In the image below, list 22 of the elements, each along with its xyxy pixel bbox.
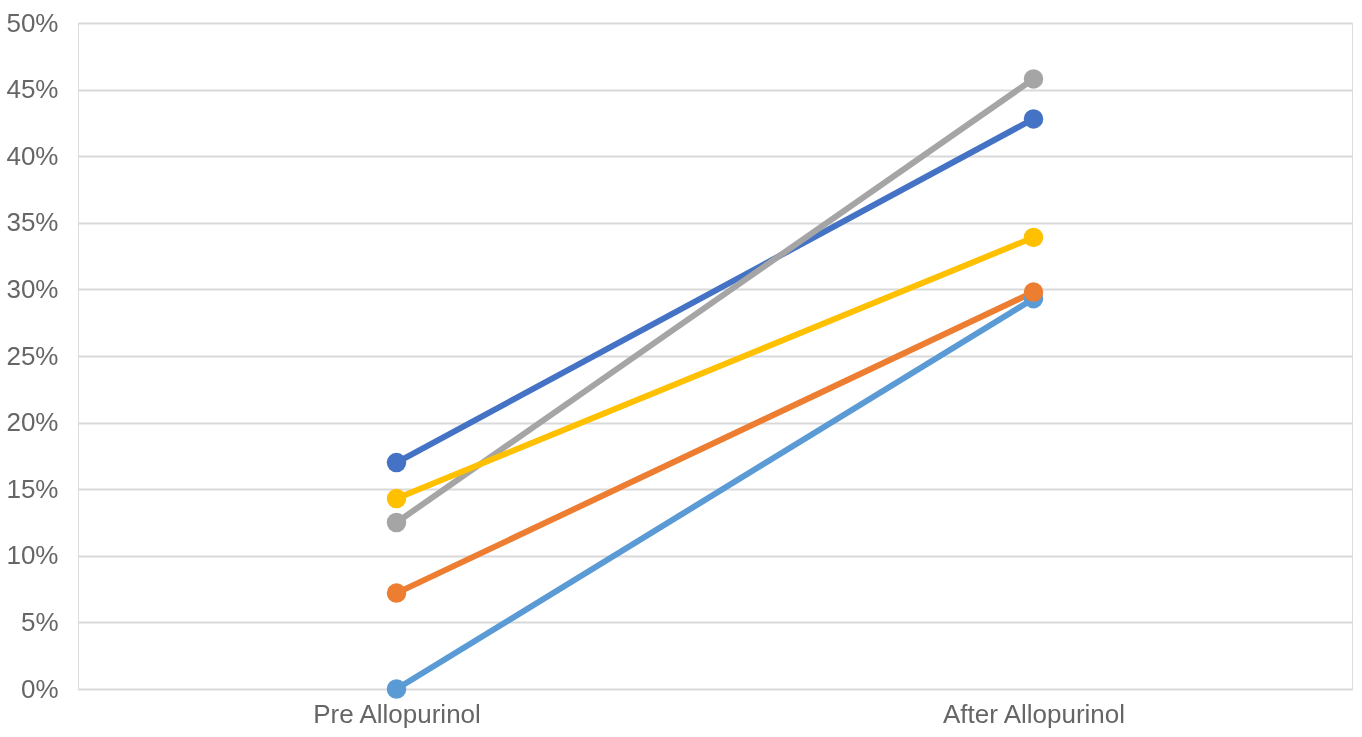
point xyxy=(386,452,407,473)
y-tick-label: 5% xyxy=(20,606,59,637)
y-tick-label: 20% xyxy=(6,407,59,438)
point xyxy=(386,488,407,509)
y-tick-label: 10% xyxy=(6,540,59,571)
y-tick-label: 35% xyxy=(6,207,59,238)
y-tick-label: 30% xyxy=(6,273,59,304)
y-tick-label: 50% xyxy=(6,7,59,38)
point xyxy=(1023,109,1044,129)
point xyxy=(386,679,407,699)
y-tick-label: 45% xyxy=(6,74,59,105)
y-tick-label: 0% xyxy=(20,673,59,704)
x-tick-label: Pre Allopurinol xyxy=(313,698,481,729)
y-tick-label: 15% xyxy=(6,473,59,504)
point xyxy=(1023,227,1044,248)
point xyxy=(386,512,407,533)
point xyxy=(386,583,407,603)
y-tick-label: 25% xyxy=(6,340,59,371)
y-tick-label: 40% xyxy=(6,140,59,171)
point xyxy=(1023,282,1044,302)
x-tick-label: After Allopurinol xyxy=(942,698,1126,729)
point xyxy=(1023,69,1044,89)
